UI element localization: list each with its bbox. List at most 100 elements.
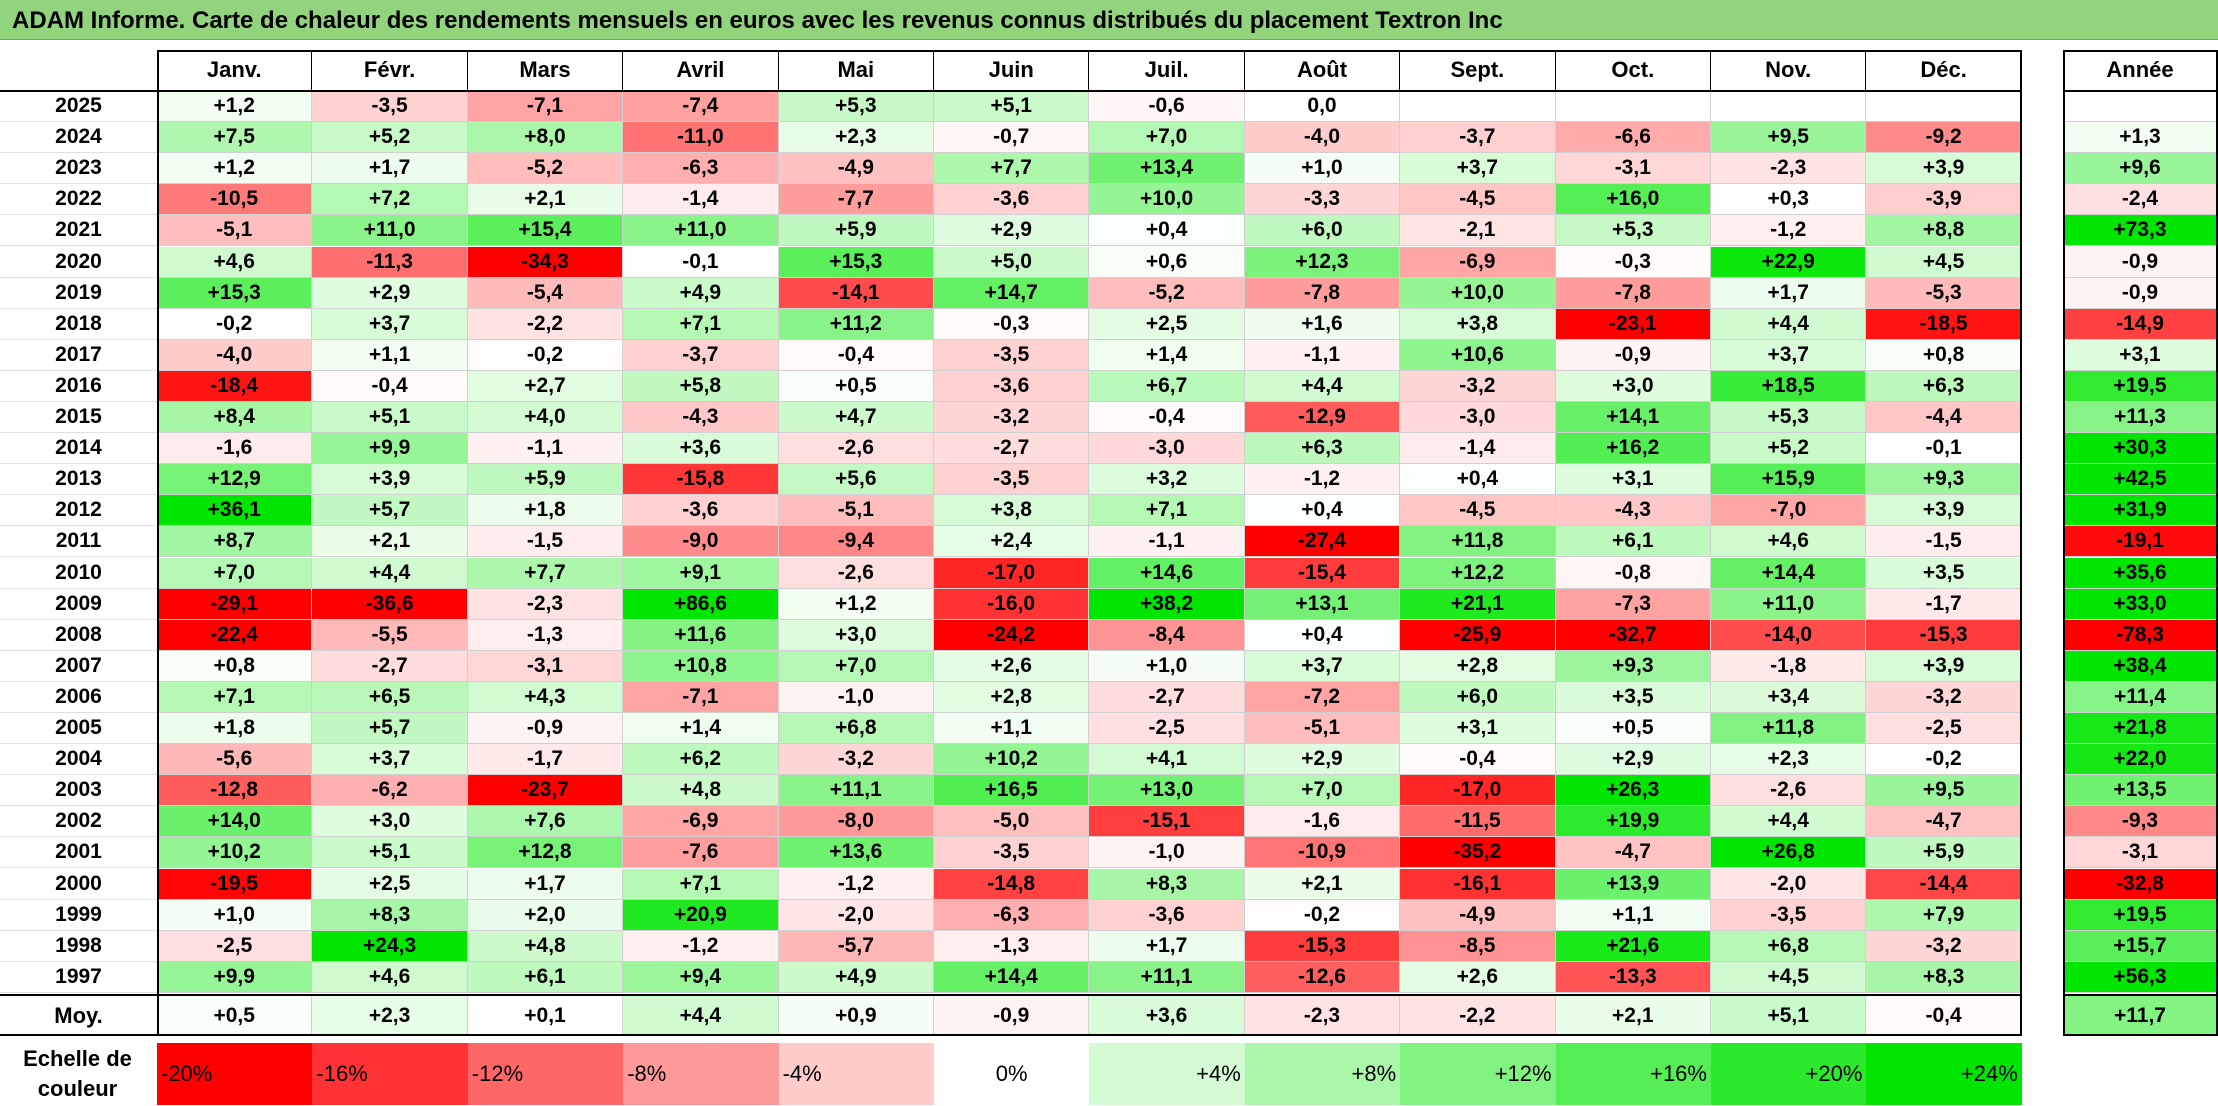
year-label: 2025 [0,91,157,123]
heatmap-cell: +21,1 [1400,588,1556,620]
heatmap-cell: -9,0 [623,526,779,558]
annual-cell: +42,5 [2063,464,2218,496]
heatmap-cell: +6,2 [623,744,779,776]
annual-cell: +22,0 [2063,744,2218,776]
heatmap-cell: +7,2 [312,184,468,216]
heatmap-cell: -2,3 [467,588,624,620]
heatmap-cell: +12,2 [1400,557,1556,589]
heatmap-cell: +7,7 [934,153,1090,185]
annual-cell: +15,7 [2063,930,2218,962]
annual-cell: -9,3 [2063,806,2218,838]
heatmap-cell: +5,1 [312,837,468,869]
year-label: 2021 [0,215,157,247]
heatmap-cell: +4,4 [312,557,468,589]
average-cell: +2,3 [312,996,468,1036]
heatmap-cell: -23,7 [467,775,624,807]
average-cell: +3,6 [1089,996,1245,1036]
heatmap-cell: +7,5 [157,122,313,154]
annual-cell: +30,3 [2063,433,2218,465]
scale-step: -8% [623,1043,779,1105]
heatmap-cell: -1,4 [623,184,779,216]
heatmap-cell: +4,8 [467,930,624,962]
heatmap-cell: +6,8 [1711,930,1867,962]
heatmap-cell: +3,7 [1244,650,1401,682]
heatmap-cell: -3,2 [1866,681,2022,713]
heatmap-cell: -22,4 [157,619,313,651]
heatmap-cell: -5,3 [1866,277,2022,309]
year-label: 1997 [0,962,157,993]
heatmap-cell: -1,2 [1711,215,1867,247]
annual-cell: +35,6 [2063,557,2218,589]
heatmap-cell: +2,5 [312,868,468,900]
heatmap-cell: 0,0 [1244,91,1401,123]
heatmap-cell: +5,3 [778,91,934,123]
title-bar: ADAM Informe. Carte de chaleur des rende… [0,0,2218,40]
heatmap-cell: -11,0 [623,122,779,154]
heatmap-cell [1555,91,1711,123]
heatmap-cell: +9,3 [1555,650,1711,682]
heatmap-cell: +6,5 [312,681,468,713]
heatmap-cell: +11,0 [312,215,468,247]
heatmap-cell: +14,6 [1089,557,1245,589]
heatmap-cell: +5,2 [1711,433,1867,465]
heatmap-cell: +10,0 [1400,277,1556,309]
heatmap-cell: -0,4 [1400,744,1556,776]
heatmap-cell: +2,9 [934,215,1090,247]
heatmap-cell: +5,9 [467,464,624,496]
heatmap-cell: -1,7 [1866,588,2022,620]
heatmap-cell: -1,1 [467,433,624,465]
heatmap-cell: -12,6 [1244,961,1401,993]
heatmap-cell: -15,3 [1866,619,2022,651]
year-label: 2000 [0,869,157,900]
scale-step: -16% [312,1043,468,1105]
heatmap-cell: +9,3 [1866,464,2022,496]
heatmap-cell: +13,4 [1089,153,1245,185]
annual-cell: -3,1 [2063,837,2218,869]
heatmap-cell: -1,0 [778,681,934,713]
year-label: 2018 [0,309,157,340]
heatmap-cell: +0,6 [1089,246,1245,278]
heatmap-cell: -2,0 [1711,868,1867,900]
heatmap-cell: +8,4 [157,402,313,434]
heatmap-cell: +7,6 [467,806,624,838]
scale-step: +16% [1555,1043,1711,1105]
heatmap-cell: +8,3 [1089,868,1245,900]
heatmap-cell: +4,5 [1711,961,1867,993]
heatmap-cell: +7,0 [1089,122,1245,154]
heatmap-cell: -3,5 [934,464,1090,496]
heatmap-cell: +3,9 [312,464,468,496]
heatmap-cell: -3,5 [934,837,1090,869]
annual-cell: +11,4 [2063,681,2218,713]
heatmap-cell: -11,5 [1400,806,1556,838]
heatmap-cell: -2,1 [1400,215,1556,247]
heatmap-cell: +1,0 [157,899,313,931]
heatmap-cell: +3,0 [1555,370,1711,402]
year-label: 2002 [0,806,157,838]
heatmap-cell: +11,6 [623,619,779,651]
heatmap-cell: +86,6 [623,588,779,620]
heatmap-cell: -4,3 [1555,495,1711,527]
page-title: ADAM Informe. Carte de chaleur des rende… [12,7,1503,34]
heatmap-cell: +2,8 [934,681,1090,713]
heatmap-cell: +15,3 [778,246,934,278]
heatmap-cell: +26,3 [1555,775,1711,807]
heatmap-cell: +3,0 [778,619,934,651]
heatmap-cell: -2,6 [778,433,934,465]
heatmap-cell: -0,7 [934,122,1090,154]
heatmap-cell: +18,5 [1711,370,1867,402]
heatmap-cell: -18,5 [1866,308,2022,340]
heatmap-cell: +3,9 [1866,650,2022,682]
heatmap-cell: +2,4 [934,526,1090,558]
heatmap-cell: -1,6 [157,433,313,465]
heatmap-cell: +10,2 [934,744,1090,776]
year-label: 2012 [0,495,157,527]
heatmap-cell: -7,1 [467,91,624,123]
heatmap-cell: -7,0 [1711,495,1867,527]
annual-cell: +38,4 [2063,650,2218,682]
header-divider-annual [2063,90,2218,92]
heatmap-cell: +5,7 [312,495,468,527]
heatmap-cell: -0,8 [1555,557,1711,589]
heatmap-cell: +3,9 [1866,153,2022,185]
heatmap-cell: -15,4 [1244,557,1401,589]
heatmap-cell: -25,9 [1400,619,1556,651]
